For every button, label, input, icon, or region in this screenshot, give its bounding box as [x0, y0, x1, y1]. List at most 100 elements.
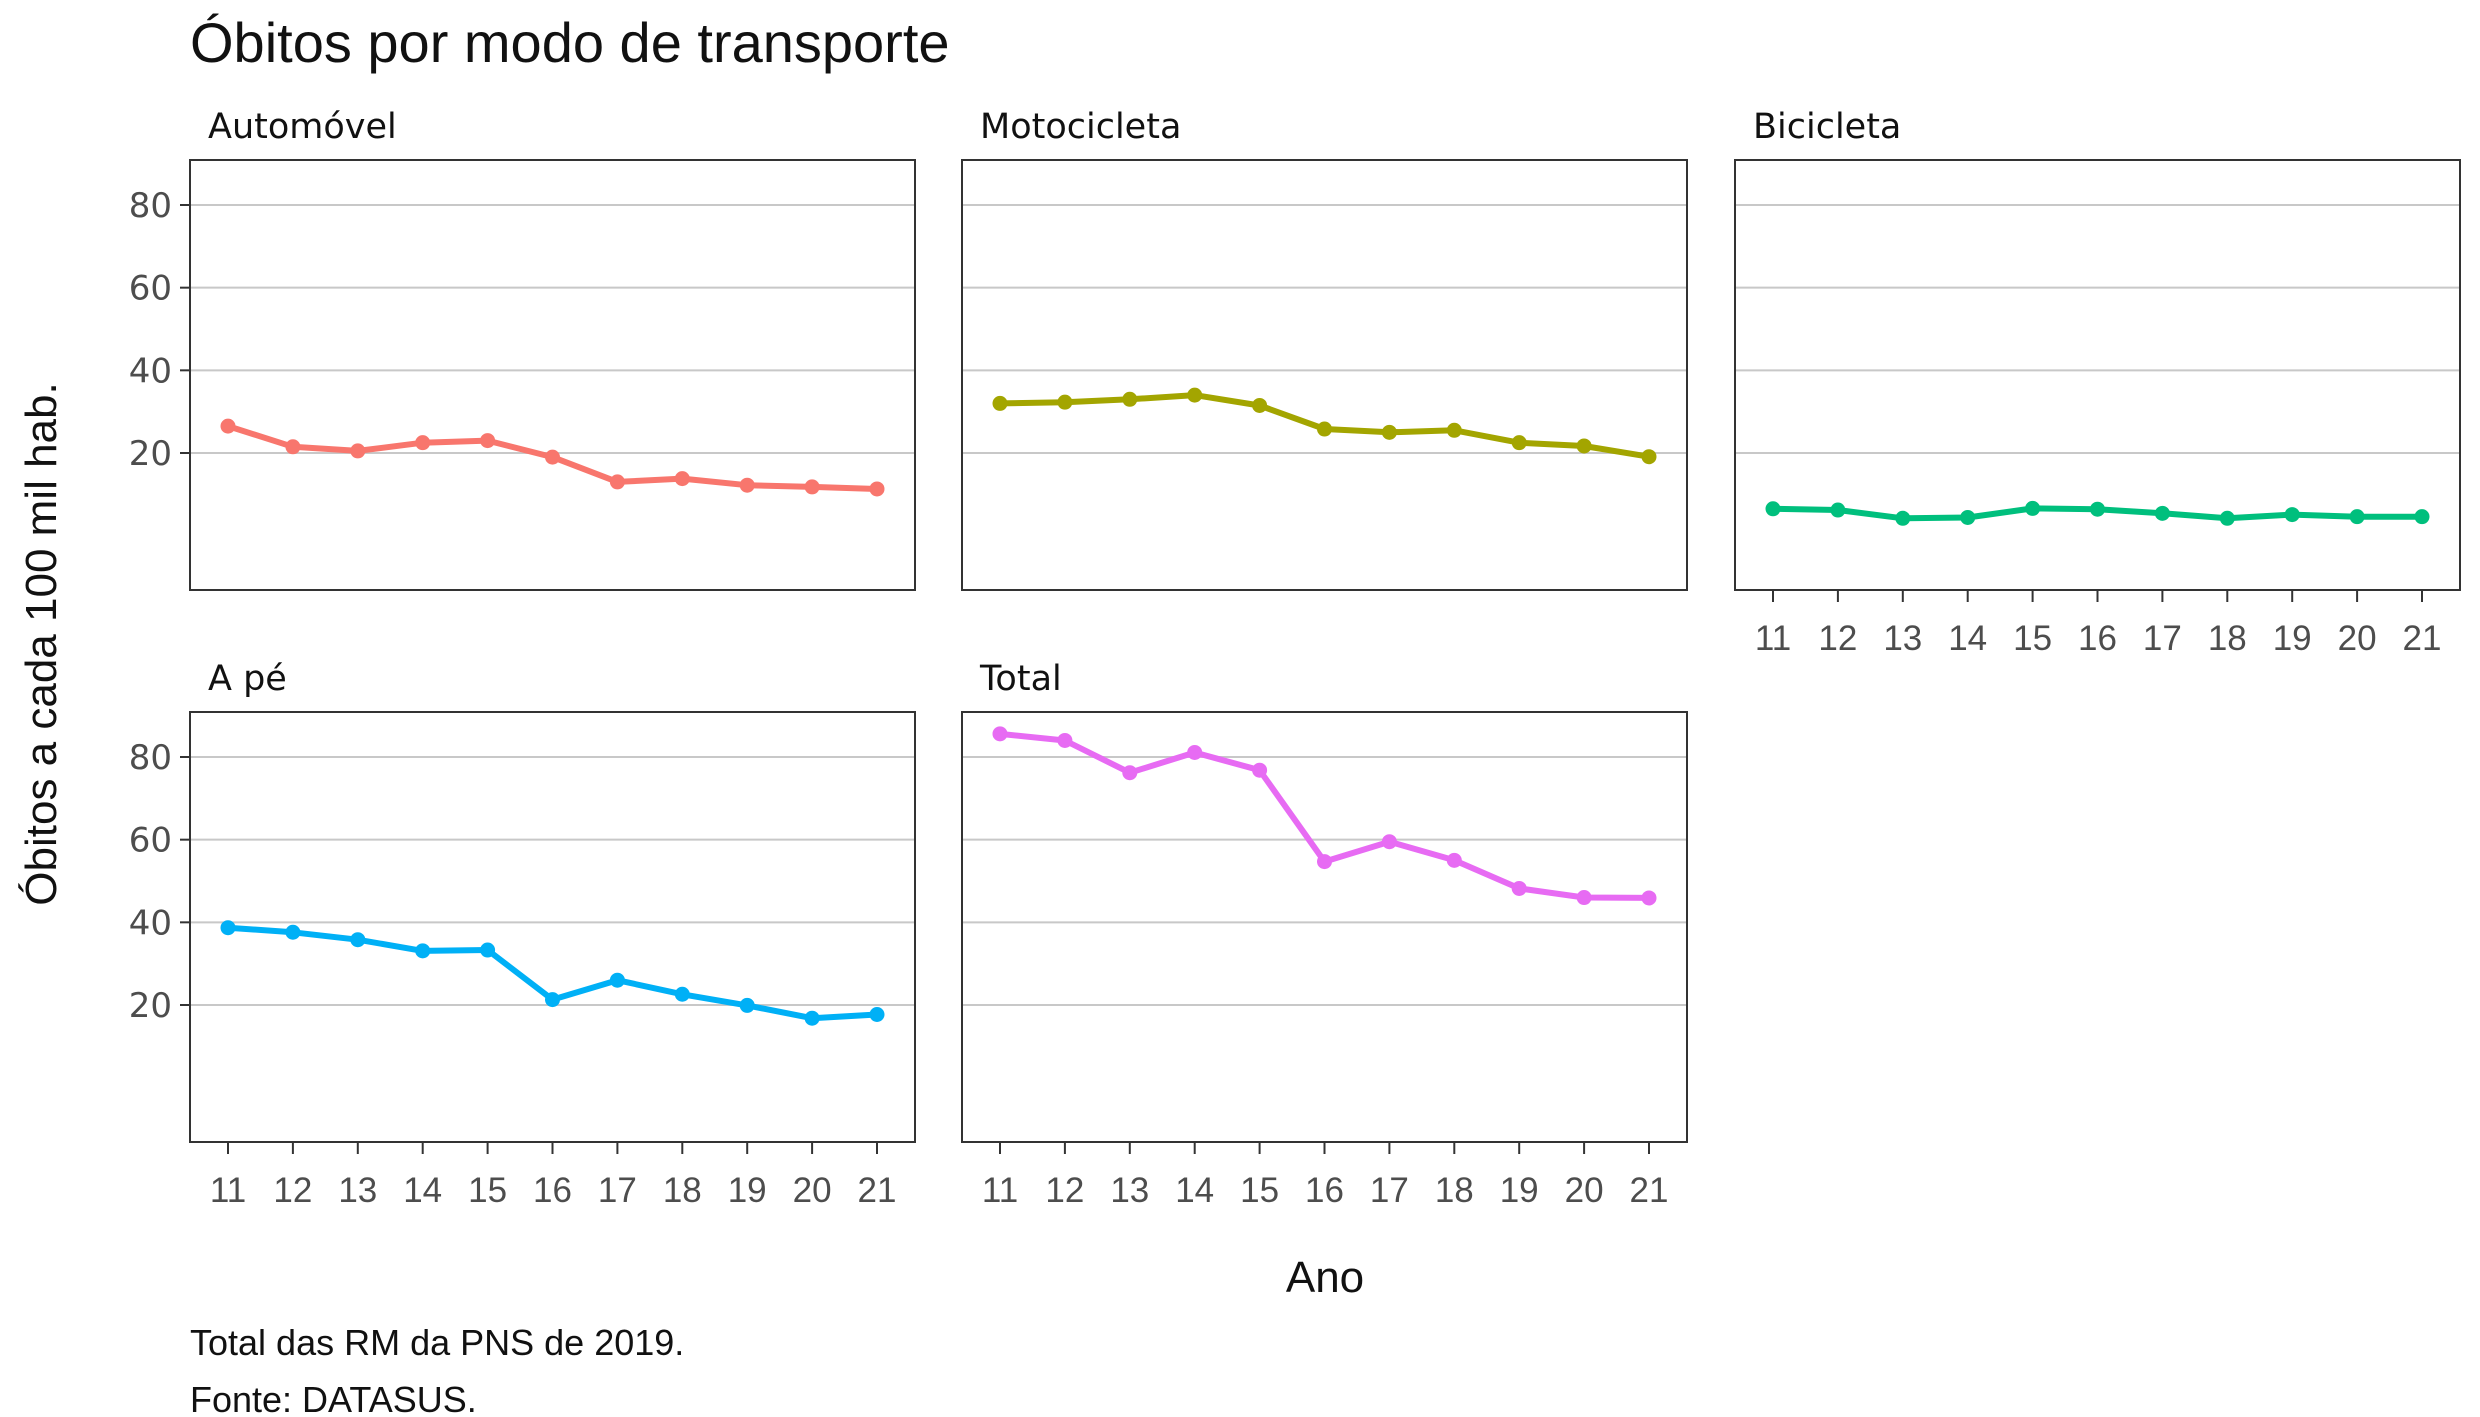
x-tick-label-15: 15	[468, 1171, 507, 1210]
data-point-bicicleta-16	[2090, 502, 2105, 517]
x-tick-label-19: 19	[728, 1171, 767, 1210]
data-point-a-pe-17	[610, 973, 625, 988]
data-point-motocicleta-11	[993, 396, 1008, 411]
data-point-total-16	[1317, 854, 1332, 869]
data-point-automovel-16	[545, 450, 560, 465]
x-tick-label-15: 15	[2013, 619, 2052, 658]
y-tick-label-20: 20	[129, 986, 172, 1026]
x-tick-label-13: 13	[1883, 619, 1922, 658]
panel-title: Bicicleta	[1753, 107, 1901, 147]
x-tick-label-20: 20	[2338, 619, 2377, 658]
x-tick-label-16: 16	[2078, 619, 2117, 658]
x-tick-label-18: 18	[1435, 1171, 1474, 1210]
data-point-motocicleta-21	[1642, 449, 1657, 464]
panel-border	[962, 712, 1687, 1142]
panel-title: Automóvel	[208, 107, 397, 147]
data-point-total-12	[1057, 733, 1072, 748]
panel-total: Total 11 12 13 14 15 16 17 18 19 20 21	[962, 659, 1687, 1210]
data-point-total-11	[993, 726, 1008, 741]
x-tick-label-13: 13	[338, 1171, 377, 1210]
data-point-automovel-13	[350, 443, 365, 458]
x-tick-label-12: 12	[1045, 1171, 1084, 1210]
data-point-motocicleta-13	[1122, 392, 1137, 407]
data-point-a-pe-11	[221, 920, 236, 935]
panel-title: Motocicleta	[980, 107, 1181, 147]
panel-motocicleta: Motocicleta	[962, 107, 1687, 590]
data-point-bicicleta-20	[2350, 509, 2365, 524]
data-point-a-pe-18	[675, 987, 690, 1002]
y-axis-title: Óbitos a cada 100 mil hab.	[17, 382, 66, 905]
y-tick-label-80: 80	[129, 186, 172, 226]
data-point-bicicleta-17	[2155, 506, 2170, 521]
x-tick-label-11: 11	[210, 1171, 246, 1210]
x-tick-label-14: 14	[1175, 1171, 1214, 1210]
data-point-automovel-18	[675, 471, 690, 486]
data-point-bicicleta-11	[1766, 501, 1781, 516]
panel-bicicleta: Bicicleta 11 12 13 14 15 16 17 18 19 20 21	[1735, 107, 2460, 658]
data-point-motocicleta-12	[1057, 395, 1072, 410]
data-point-bicicleta-12	[1830, 503, 1845, 518]
x-tick-label-21: 21	[858, 1171, 897, 1210]
series-line-total	[1000, 734, 1649, 898]
x-tick-label-18: 18	[663, 1171, 702, 1210]
y-tick-label-60: 60	[129, 821, 172, 861]
data-point-total-14	[1187, 745, 1202, 760]
x-tick-label-17: 17	[598, 1171, 637, 1210]
panel-title: A pé	[208, 659, 287, 699]
caption-note: Total das RM da PNS de 2019.	[190, 1322, 684, 1363]
data-point-a-pe-21	[870, 1007, 885, 1022]
data-point-motocicleta-17	[1382, 425, 1397, 440]
data-point-automovel-14	[415, 435, 430, 450]
x-tick-label-19: 19	[1500, 1171, 1539, 1210]
y-tick-label-20: 20	[129, 434, 172, 474]
x-tick-label-12: 12	[273, 1171, 312, 1210]
data-point-motocicleta-15	[1252, 398, 1267, 413]
x-tick-label-20: 20	[793, 1171, 832, 1210]
data-point-total-20	[1577, 890, 1592, 905]
data-point-automovel-21	[870, 481, 885, 496]
x-tick-label-20: 20	[1565, 1171, 1604, 1210]
data-point-motocicleta-20	[1577, 438, 1592, 453]
data-point-motocicleta-14	[1187, 388, 1202, 403]
x-axis-title: Ano	[1286, 1253, 1364, 1302]
data-point-a-pe-19	[740, 998, 755, 1013]
data-point-total-18	[1447, 853, 1462, 868]
y-tick-label-60: 60	[129, 269, 172, 309]
data-point-motocicleta-19	[1512, 435, 1527, 450]
data-point-a-pe-14	[415, 943, 430, 958]
panels: Automóvel 20 40 60 80 Motocicleta Bicicleta 11 1…	[129, 107, 2460, 1210]
data-point-automovel-19	[740, 478, 755, 493]
panel-border	[962, 160, 1687, 590]
data-point-a-pe-16	[545, 992, 560, 1007]
y-tick-label-80: 80	[129, 738, 172, 778]
panel-automovel: Automóvel 20 40 60 80	[129, 107, 915, 590]
data-point-automovel-17	[610, 474, 625, 489]
panel-border	[190, 712, 915, 1142]
x-tick-label-18: 18	[2208, 619, 2247, 658]
x-tick-label-17: 17	[1370, 1171, 1409, 1210]
data-point-a-pe-12	[285, 925, 300, 940]
data-point-a-pe-13	[350, 932, 365, 947]
x-tick-label-14: 14	[403, 1171, 442, 1210]
data-point-bicicleta-13	[1895, 511, 1910, 526]
data-point-total-17	[1382, 834, 1397, 849]
data-point-total-19	[1512, 881, 1527, 896]
data-point-bicicleta-14	[1960, 510, 1975, 525]
panel-a-pe: A pé 20 40 60 80 11 12 13 14 15 16 17 18 19 20 21	[129, 659, 915, 1210]
data-point-bicicleta-15	[2025, 501, 2040, 516]
data-point-automovel-15	[480, 433, 495, 448]
panel-border	[190, 160, 915, 590]
y-tick-label-40: 40	[129, 351, 172, 391]
x-tick-label-13: 13	[1110, 1171, 1149, 1210]
caption-source: Fonte: DATASUS.	[190, 1379, 477, 1417]
y-tick-label-40: 40	[129, 903, 172, 943]
data-point-total-13	[1122, 765, 1137, 780]
x-tick-label-12: 12	[1818, 619, 1857, 658]
data-point-bicicleta-18	[2220, 511, 2235, 526]
data-point-automovel-20	[805, 479, 820, 494]
data-point-automovel-12	[285, 439, 300, 454]
x-tick-label-17: 17	[2143, 619, 2182, 658]
chart-title: Óbitos por modo de transporte	[190, 11, 950, 74]
data-point-bicicleta-21	[2415, 509, 2430, 524]
